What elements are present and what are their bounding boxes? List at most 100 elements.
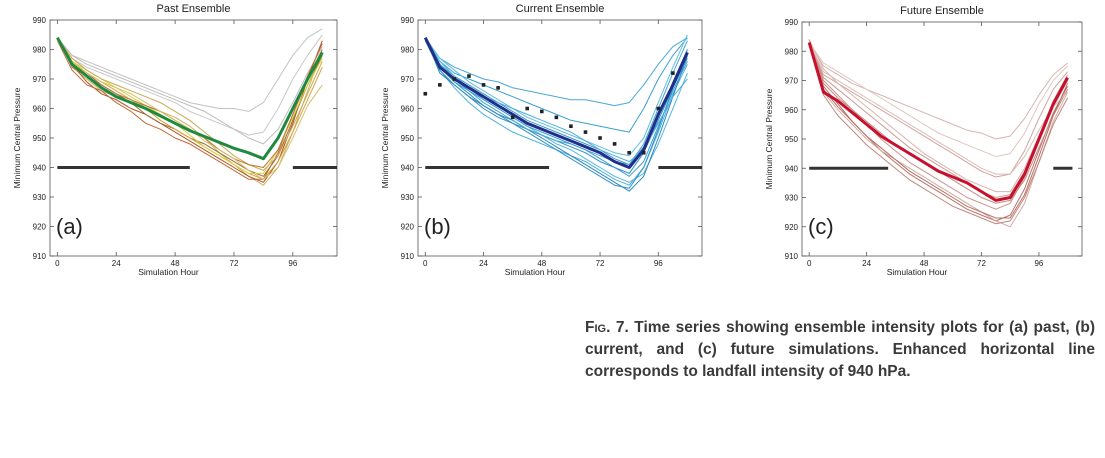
panel-label: (a) — [56, 214, 83, 239]
x-tick-label: 24 — [862, 259, 871, 268]
x-tick-label: 72 — [977, 259, 986, 268]
observed-point — [656, 106, 661, 111]
chart-panel-c: Future Ensemble 910 920 930 940 950 960 970 980 9… — [760, 0, 1105, 290]
observed-point — [438, 83, 442, 87]
x-axis-label: Simulation Hour — [887, 267, 948, 277]
y-tick-label: 970 — [33, 75, 47, 84]
chart-svg-c: Future Ensemble9109209309409509609709809… — [764, 5, 1083, 277]
y-tick-label: 910 — [33, 252, 47, 261]
x-tick-label: 24 — [479, 259, 488, 268]
y-tick-label: 920 — [785, 223, 799, 232]
x-axis-label: Simulation Hour — [505, 267, 566, 277]
x-tick-label: 72 — [596, 259, 605, 268]
y-tick-label: 970 — [401, 75, 415, 84]
y-tick-label: 920 — [401, 223, 415, 232]
y-axis-label: Minimum Central Pressure — [764, 88, 774, 189]
observed-point — [467, 74, 471, 78]
observed-point — [525, 106, 530, 111]
x-tick-label: 72 — [230, 259, 239, 268]
y-tick-label: 950 — [401, 134, 415, 143]
y-tick-label: 910 — [785, 252, 799, 261]
x-tick-label: 24 — [112, 259, 121, 268]
x-tick-label: 0 — [423, 259, 428, 268]
y-tick-label: 980 — [401, 46, 415, 55]
y-tick-label: 920 — [33, 223, 47, 232]
ensemble-member-line — [808, 42, 1068, 140]
observed-point — [496, 86, 500, 90]
series-group — [807, 39, 1073, 228]
ensemble-member-line — [424, 34, 688, 157]
y-tick-label: 930 — [785, 194, 799, 203]
y-axis-label: Minimum Central Pressure — [380, 87, 390, 188]
ensemble-member-line — [424, 37, 688, 107]
chart-svg-b: Current Ensemble910920930940950960970980… — [380, 3, 703, 277]
series-group — [423, 34, 702, 192]
ensemble-member-line — [57, 37, 323, 145]
y-tick-label: 940 — [401, 164, 415, 173]
x-tick-label: 48 — [537, 259, 546, 268]
observed-point — [423, 91, 428, 96]
ensemble-member-line — [808, 39, 1069, 193]
y-tick-label: 990 — [401, 16, 415, 25]
plot-frame — [801, 21, 1083, 257]
ensemble-member-line — [808, 39, 1069, 219]
ensemble-member-line — [808, 42, 1069, 225]
y-tick-label: 950 — [785, 135, 799, 144]
y-tick-label: 990 — [785, 18, 799, 27]
y-tick-label: 980 — [785, 47, 799, 56]
observed-point — [481, 83, 486, 87]
observed-point — [569, 124, 573, 128]
x-tick-label: 48 — [920, 259, 929, 268]
observed-point — [554, 115, 559, 120]
ensemble-member-line — [424, 37, 688, 177]
x-tick-label: 96 — [1034, 259, 1043, 268]
ensemble-member-line — [424, 40, 688, 189]
observed-point — [598, 136, 602, 140]
observed-point — [612, 142, 617, 146]
y-tick-label: 990 — [33, 16, 47, 25]
x-tick-label: 96 — [654, 259, 663, 268]
chart-title: Past Ensemble — [157, 3, 231, 15]
chart-svg-a: Past Ensemble910920930940950960970980990… — [12, 3, 338, 277]
ensemble-member-line — [57, 34, 323, 136]
y-tick-label: 930 — [401, 193, 415, 202]
observed-point — [641, 150, 646, 155]
ensemble-mean-line — [423, 37, 689, 169]
chart-panel-a: Past Ensemble 910 920 930 940 950 960 970 980 990… — [0, 0, 345, 290]
y-tick-label: 940 — [33, 164, 47, 173]
panel-label: (b) — [424, 214, 451, 239]
x-tick-label: 0 — [807, 259, 812, 268]
y-tick-label: 950 — [33, 134, 47, 143]
ensemble-member-line — [808, 42, 1068, 178]
observed-point — [452, 77, 457, 81]
ensemble-member-line — [57, 28, 323, 112]
ensemble-mean-line — [56, 36, 324, 161]
figure-caption: Fig. 7. Time series showing ensemble int… — [585, 317, 1095, 383]
y-tick-label: 930 — [33, 193, 47, 202]
x-tick-label: 96 — [288, 259, 297, 268]
ensemble-member-line — [56, 37, 323, 171]
chart-title: Future Ensemble — [900, 5, 984, 17]
y-tick-label: 960 — [401, 105, 415, 114]
ensemble-mean-line — [807, 42, 1069, 202]
observed-point — [671, 71, 675, 75]
y-tick-label: 960 — [785, 106, 799, 115]
ensemble-member-line — [808, 42, 1069, 228]
y-tick-label: 960 — [33, 105, 47, 114]
ensemble-member-line — [808, 42, 1068, 175]
observed-point — [510, 115, 515, 120]
figure-label: Fig. 7. — [585, 319, 629, 336]
ensemble-member-line — [808, 42, 1068, 158]
y-tick-label: 940 — [785, 164, 799, 173]
series-group — [56, 28, 337, 186]
panel-label: (c) — [808, 214, 834, 239]
ensemble-member-line — [424, 37, 688, 133]
y-axis-label: Minimum Central Pressure — [12, 87, 22, 188]
y-tick-label: 970 — [785, 77, 799, 86]
x-tick-label: 0 — [55, 259, 60, 268]
chart-panel-b: Current Ensemble 910 920 930 940 950 960 970 980… — [370, 0, 715, 290]
x-tick-label: 48 — [171, 259, 180, 268]
x-axis-label: Simulation Hour — [138, 267, 199, 277]
y-tick-label: 980 — [33, 46, 47, 55]
observed-point — [627, 150, 631, 155]
